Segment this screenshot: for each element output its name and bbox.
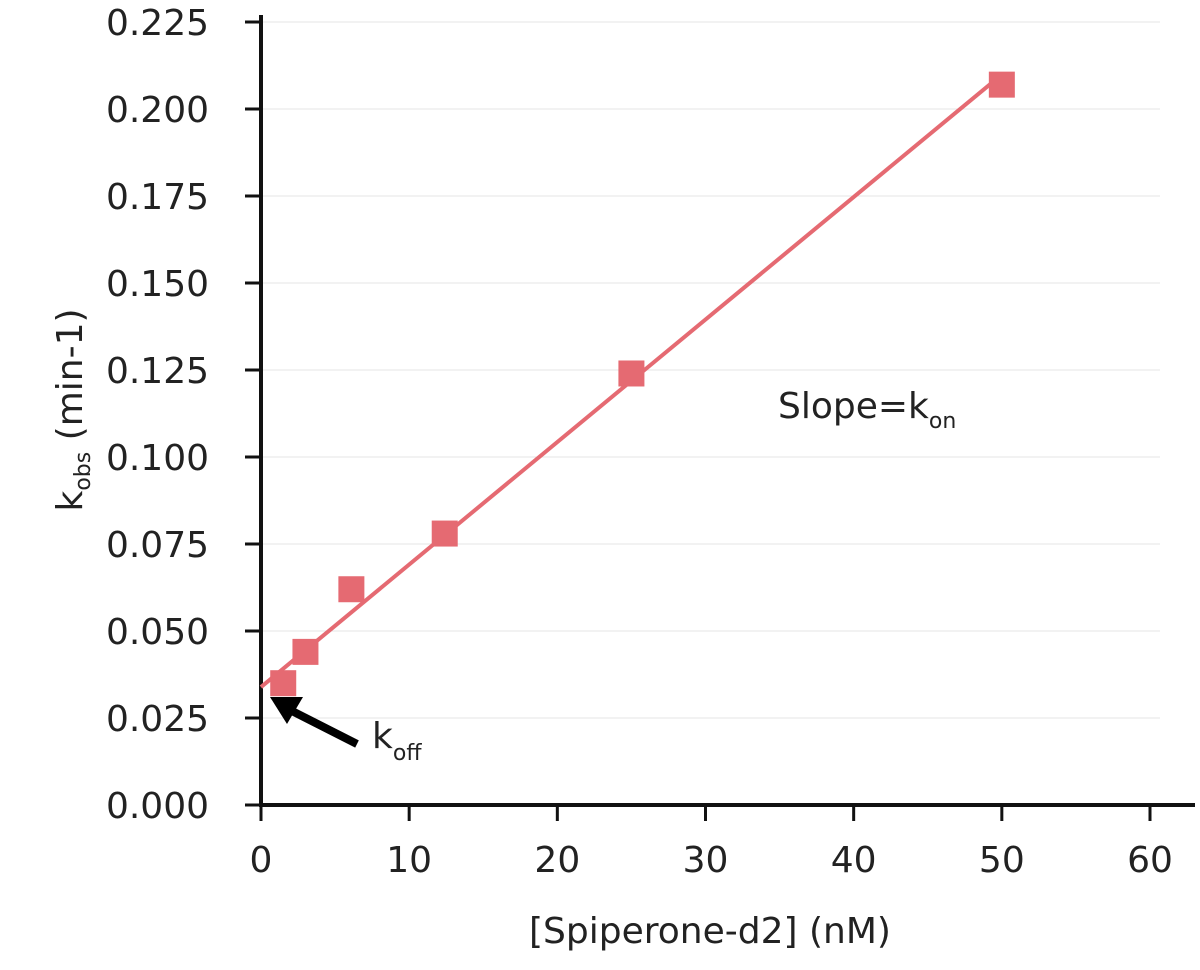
data-point bbox=[292, 638, 319, 665]
x-tick-label: 50 bbox=[979, 840, 1025, 881]
y-tick-label: 0.150 bbox=[106, 264, 209, 305]
x-axis-title: [Spiperone-d2] (nM) bbox=[529, 911, 891, 952]
grid-lines bbox=[261, 21, 1160, 719]
x-tick-label: 20 bbox=[534, 840, 580, 881]
koff-annotation: koff bbox=[372, 716, 422, 766]
y-axis-title-main: k bbox=[50, 491, 91, 512]
data-point bbox=[431, 520, 458, 547]
axes bbox=[259, 15, 1195, 807]
y-axis-title-suffix: (min-1) bbox=[50, 308, 91, 451]
koff-annotation-main: k bbox=[372, 716, 393, 757]
y-tick-label: 0.175 bbox=[106, 177, 209, 218]
y-tick-label: 0.100 bbox=[106, 438, 209, 479]
data-point bbox=[988, 71, 1015, 98]
slope-annotation-main: Slope=k bbox=[778, 386, 929, 427]
x-tick-label: 30 bbox=[683, 840, 729, 881]
y-axis-title: kobs (min-1) bbox=[50, 308, 96, 511]
slope-annotation-subscript: on bbox=[929, 409, 956, 434]
koff-arrow bbox=[270, 697, 359, 748]
x-axis-ticks: 0 10 20 30 40 50 60 bbox=[250, 805, 1173, 881]
data-point bbox=[618, 360, 645, 387]
y-axis-title-subscript: obs bbox=[71, 452, 96, 491]
y-tick-label: 0.075 bbox=[106, 525, 209, 566]
koff-arrow-shaft bbox=[290, 707, 359, 748]
data-point bbox=[270, 670, 297, 697]
y-tick-label: 0.025 bbox=[106, 699, 209, 740]
koff-arrow-head bbox=[270, 697, 303, 724]
data-point bbox=[338, 576, 365, 603]
y-tick-label: 0.125 bbox=[106, 351, 209, 392]
y-tick-label: 0.050 bbox=[106, 612, 209, 653]
koff-annotation-subscript: off bbox=[393, 741, 422, 766]
y-tick-label: 0.225 bbox=[106, 3, 209, 44]
y-axis-ticks: 0.000 0.025 0.050 0.075 0.100 0.125 0.150 0.175… bbox=[106, 3, 261, 827]
x-tick-label: 0 bbox=[250, 840, 273, 881]
slope-annotation: Slope=kon bbox=[778, 386, 956, 434]
x-tick-label: 40 bbox=[831, 840, 877, 881]
y-tick-label: 0.200 bbox=[106, 90, 209, 131]
y-tick-label: 0.000 bbox=[106, 786, 209, 827]
x-tick-label: 60 bbox=[1127, 840, 1173, 881]
data-points bbox=[270, 71, 1015, 697]
x-tick-label: 10 bbox=[386, 840, 432, 881]
